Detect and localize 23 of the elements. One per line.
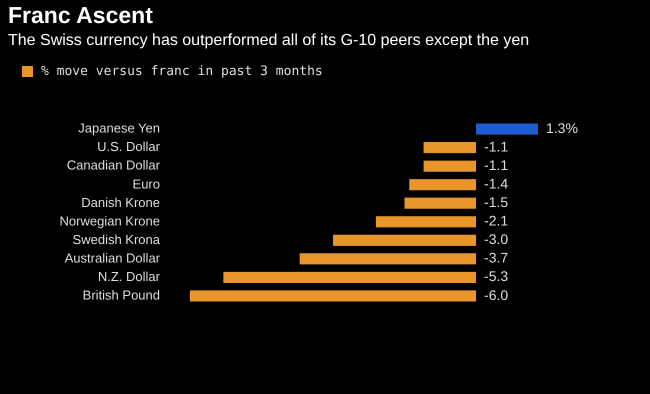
data-label: -2.1 (484, 212, 508, 229)
y-tick-label: Canadian Dollar (66, 158, 161, 173)
y-tick-label: Australian Dollar (64, 250, 161, 266)
chart-subtitle: The Swiss currency has outperformed all of its G-10 peers except the yen (8, 32, 530, 50)
data-label: -1.4 (484, 176, 508, 192)
y-tick-label: Swedish Krona (72, 232, 161, 247)
data-label: -3.0 (484, 231, 508, 248)
y-tick-label: Japanese Yen (78, 120, 160, 136)
chart-title: Franc Ascent (8, 2, 153, 29)
data-label: -3.7 (484, 250, 508, 266)
data-label: -1.1 (484, 138, 508, 154)
y-tick-label: Norwegian Krone (60, 213, 160, 228)
y-tick-label: Danish Krone (81, 194, 160, 210)
data-label: -1.1 (484, 157, 508, 174)
y-tick-label: Euro (132, 176, 160, 192)
data-label: -1.5 (484, 194, 508, 210)
data-label: -5.3 (484, 268, 508, 284)
data-label: -6.0 (484, 286, 508, 303)
data-label: 1.3% (546, 120, 578, 136)
y-tick-label: N.Z. Dollar (98, 268, 161, 284)
y-tick-label: U.S. Dollar (97, 139, 161, 154)
legend-label: % move versus franc in past 3 months (41, 64, 323, 79)
y-tick-label: British Pound (82, 288, 160, 303)
